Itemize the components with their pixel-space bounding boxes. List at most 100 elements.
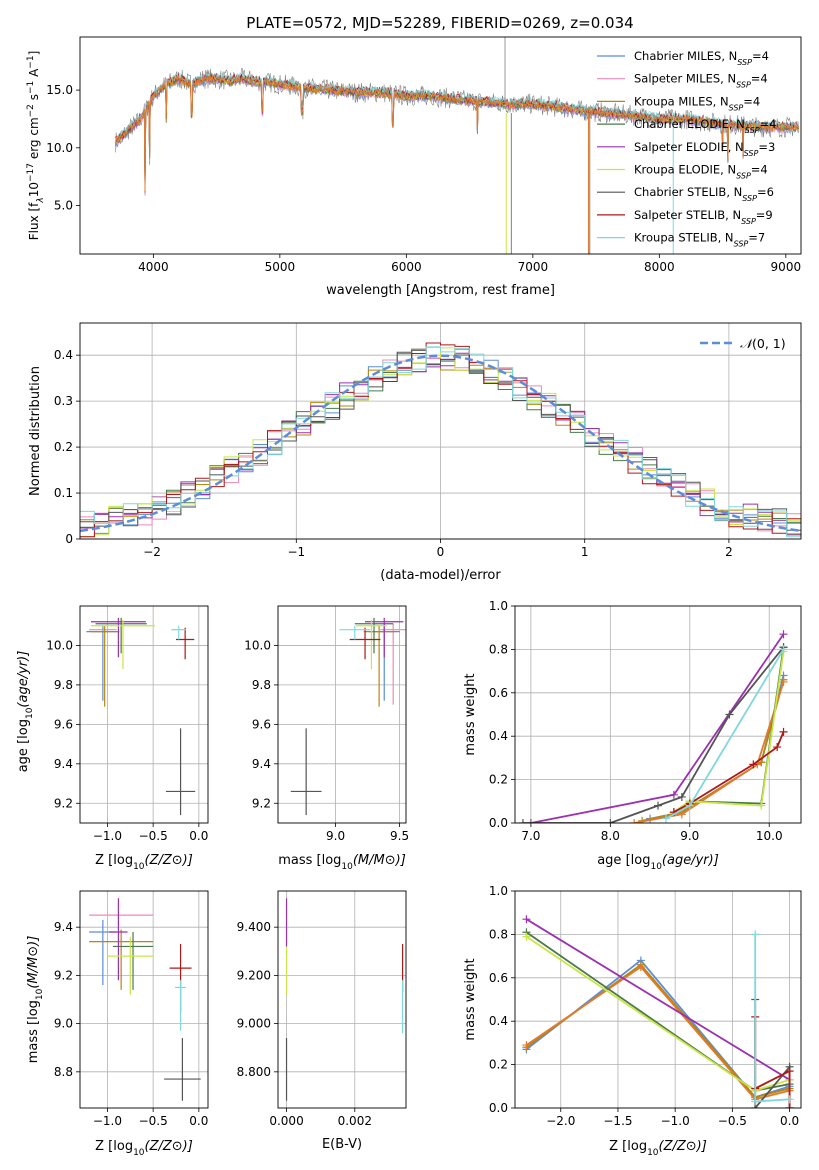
observed-spectrum [115,67,799,191]
y-tick-label: 9.2 [54,796,73,810]
y-tick-label: 10.0 [46,141,73,155]
x-tick-label: −0.5 [718,1114,747,1128]
weight-marker [785,1104,794,1108]
legend-label: Salpeter STELIB, NSSP=9 [634,208,773,226]
x-axis-label: Z [log10(Z/Z⊙)] [609,1139,707,1158]
y-tick-label: 9.400 [237,920,271,934]
x-tick-label: 5000 [265,260,296,274]
y-axis-label: Normed distribution [28,366,43,496]
y-tick-label: 0.6 [489,686,508,700]
y-tick-label: 9.4 [252,757,271,771]
weight-marker [751,930,760,939]
weight-marker [518,819,527,823]
axes-frame [514,890,802,1109]
weight-line [673,651,785,813]
model-spectrum [114,75,799,192]
weight-marker [522,932,531,941]
y-tick-label: 8.800 [237,1065,271,1079]
y-axis-label: Flux [fλ10−17 erg cm−2 s−1 A−1] [26,51,46,241]
y-tick-label: 9.0 [54,1017,73,1031]
age-vs-Z-panel: −1.0 −0.5 0.0 9.2 9.4 9.6 9.8 10.0 Z [log10(Z/Z⊙… [16,605,209,872]
normal-curve [80,354,801,533]
legend-label: Chabrier MILES, NSSP=4 [634,49,769,67]
weight-marker [725,710,734,719]
x-tick-label: 9000 [771,260,802,274]
weight-marker [751,1097,760,1106]
weight-line [634,681,785,823]
y-tick-label: 9.4 [54,920,73,934]
y-tick-label: 10.0 [46,638,73,652]
x-tick-label: 0.002 [338,1114,372,1128]
y-tick-label: 0.3 [54,394,73,408]
legend-label: 𝒩(0, 1) [740,336,786,351]
y-tick-label: 15.0 [46,83,73,97]
y-tick-label: 0.4 [489,1014,508,1028]
y-tick-label: 0.8 [489,642,508,656]
x-tick-label: −1.0 [93,1114,122,1128]
x-tick-label: 9.5 [390,829,409,843]
x-tick-label: 8000 [644,260,675,274]
mass-weight-vs-age-panel: 7.0 8.0 9.0 10.0 0.0 0.2 0.4 0.6 0.8 1.0 mass weig… [463,599,802,872]
weight-marker [779,630,788,639]
legend-label: Salpeter MILES, NSSP=4 [634,72,768,90]
weight-marker [677,792,686,801]
y-axis-label: mass weight [463,958,478,1040]
x-tick-label: −0.5 [139,1114,168,1128]
x-tick-label: 0 [437,545,445,559]
y-axis-label: mass [log10(M/M⊙)] [26,936,45,1064]
mass-weight-vs-Z-plot-area [522,915,794,1108]
y-tick-label: 9.2 [252,796,271,810]
axes-frame [277,605,407,824]
weight-marker [526,819,535,823]
x-tick-label: 6000 [391,260,422,274]
y-tick-label: 9.000 [237,1017,271,1031]
residuals-plot-area [80,342,801,538]
x-tick-label: 0.0 [189,829,208,843]
y-tick-label: 9.8 [252,678,271,692]
histogram-step [80,342,801,538]
weight-line [522,646,785,823]
y-tick-label: 9.200 [237,968,271,982]
figure-title: PLATE=0572, MJD=52289, FIBERID=0269, z=0… [246,14,633,32]
weight-marker [785,1067,794,1076]
x-tick-label: −2.0 [546,1114,575,1128]
axes-frame [79,322,802,540]
x-tick-label: 0.0 [189,1114,208,1128]
age-vs-mass-plot-area [290,617,406,816]
y-tick-label: 9.4 [54,757,73,771]
x-axis-label: Z [log10(Z/Z⊙)] [95,853,193,872]
legend-label: Kroupa MILES, NSSP=4 [634,94,760,112]
y-tick-label: 8.8 [54,1065,73,1079]
y-tick-label: 9.6 [54,717,73,731]
x-axis-label: E(B-V) [322,1137,362,1152]
y-axis-label: mass weight [463,673,478,755]
age-vs-Z-plot-area [86,617,196,816]
legend-label: Chabrier ELODIE, NSSP=4 [634,117,776,135]
axes-frame [79,36,802,255]
weight-marker [606,819,615,823]
mass-vs-EBV-panel: 0.000 0.002 8.800 9.000 9.200 9.400 E(B-V) [237,890,407,1152]
weight-marker [522,1041,531,1050]
axes-frame [79,890,209,1109]
x-tick-label: 0.0 [780,1114,799,1128]
y-tick-label: 0.0 [489,1101,508,1115]
weight-marker [661,814,670,823]
legend-label: Kroupa STELIB, NSSP=7 [634,231,765,249]
histogram-step [80,349,801,531]
weight-marker [785,1095,794,1104]
y-tick-label: 0.2 [489,773,508,787]
x-tick-label: −1.5 [603,1114,632,1128]
histogram-step [80,346,801,538]
x-axis-label: (data-model)/error [380,568,501,583]
weight-marker [773,743,782,752]
y-tick-label: 5.0 [54,199,73,213]
mass-vs-Z-panel: −1.0 −0.5 0.0 8.8 9.0 9.2 9.4 Z [log10(Z/Z⊙)] ma… [26,890,209,1158]
x-tick-label: 4000 [138,260,169,274]
histogram-step [80,352,801,536]
residuals-panel: −2 −1 0 1 2 0 0.1 0.2 0.3 0.4 (data-model)/error No… [28,322,802,583]
x-axis-label: Z [log10(Z/Z⊙)] [95,1139,193,1158]
x-tick-label: 7.0 [521,829,540,843]
y-tick-label: 0.2 [54,440,73,454]
weight-marker [779,727,788,736]
weight-line [525,965,790,1101]
